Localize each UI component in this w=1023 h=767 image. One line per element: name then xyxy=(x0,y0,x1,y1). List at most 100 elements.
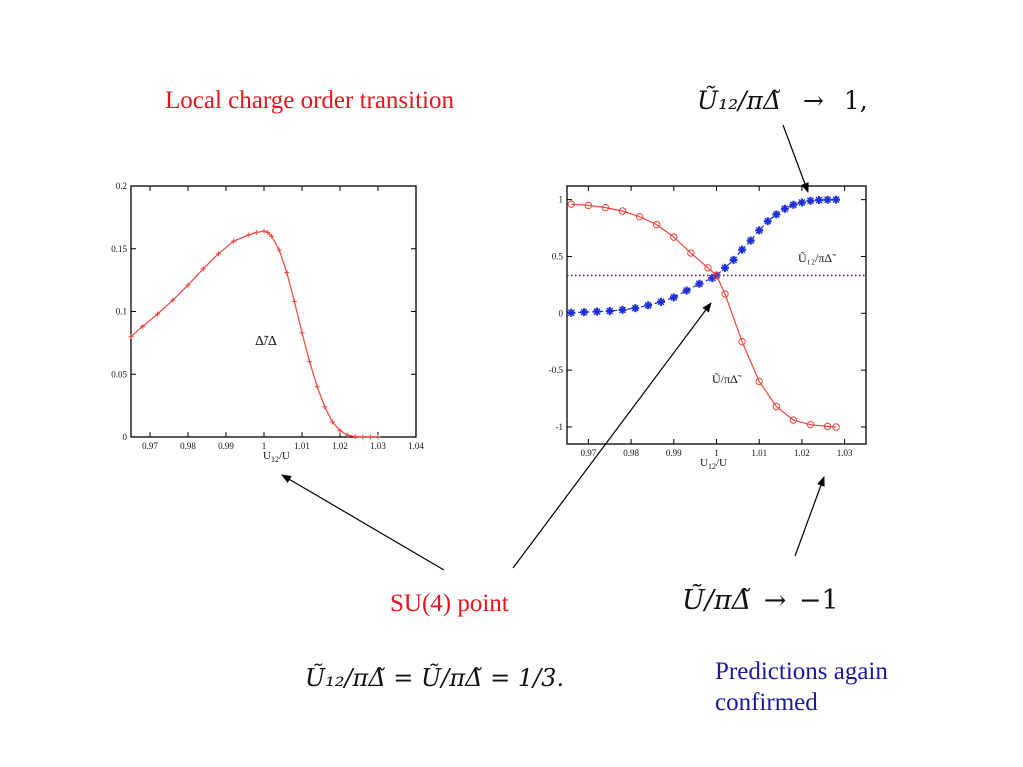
left-point xyxy=(322,404,328,410)
left-point xyxy=(139,324,145,330)
label-su4-point: SU(4) point xyxy=(390,590,509,617)
left-point xyxy=(367,434,373,440)
right-point xyxy=(721,290,729,298)
right-xtick-label: 0.97 xyxy=(580,448,596,458)
left-point xyxy=(215,251,221,257)
right-point xyxy=(738,245,747,254)
title-local-charge-order: Local charge order transition xyxy=(165,87,455,114)
right-plot-frame xyxy=(566,185,867,445)
left-ytick-label: 0 xyxy=(123,432,128,442)
right-ytick-label: 0 xyxy=(559,308,564,318)
arrow-su4-right xyxy=(512,302,712,569)
right-point xyxy=(669,293,678,302)
left-ytick-label: 0.15 xyxy=(111,244,127,254)
left-point xyxy=(185,282,191,288)
text-predictions-confirmed: Predictions again confirmed xyxy=(715,658,888,716)
right-point xyxy=(695,279,704,288)
formula-su4-equation: Ũ₁₂/πΔ̃ = Ũ/πΔ̃ = 1/3. xyxy=(305,664,565,692)
right-point xyxy=(631,304,640,313)
right-point xyxy=(653,220,661,229)
right-point xyxy=(746,236,755,245)
right-ytick-label: 1 xyxy=(559,195,564,205)
left-xtick-label: 0.98 xyxy=(180,441,196,451)
formula-u-limit-lhs: Ũ/πΔ̃ xyxy=(682,585,752,616)
right-xtick-label: 0.99 xyxy=(666,448,682,458)
right-point xyxy=(823,422,832,431)
left-annotation-delta: Δ̃/Δ xyxy=(255,334,277,349)
left-xtick-label: 1.03 xyxy=(370,441,386,451)
right-ytick-label: -0.5 xyxy=(549,365,564,375)
right-point xyxy=(618,305,627,314)
right-point xyxy=(618,207,627,215)
left-point xyxy=(284,270,290,276)
right-xtick-label: 1 xyxy=(714,448,719,458)
left-xtick-label: 0.97 xyxy=(142,441,158,451)
right-point xyxy=(772,210,781,219)
left-ytick-label: 0.2 xyxy=(116,181,127,191)
right-point xyxy=(789,200,798,209)
left-point xyxy=(337,428,343,434)
arrow-u-limit xyxy=(794,476,825,557)
left-point xyxy=(261,228,267,234)
left-point xyxy=(246,232,252,238)
left-xtick-label: 1 xyxy=(262,441,267,451)
right-point xyxy=(755,226,764,235)
right-point xyxy=(567,200,575,208)
right-point xyxy=(682,286,691,295)
right-xtick-label: 1.03 xyxy=(837,448,853,458)
left-point xyxy=(265,229,271,235)
chart-u-ratios: 0.97 0.98 0.99 1 1.01 1.02 1.03 -1 -0.5 0 0.5 1 U12… xyxy=(549,185,867,471)
right-point xyxy=(797,198,806,207)
formula-u-limit-rhs: −1 xyxy=(798,585,839,616)
right-point xyxy=(780,204,789,213)
left-point xyxy=(276,247,282,253)
left-point xyxy=(314,384,320,390)
right-point xyxy=(815,196,824,205)
left-xtick-label: 1.02 xyxy=(332,441,348,451)
right-ytick-label: 0.5 xyxy=(552,251,564,261)
formula-u12-limit-rhs: 1, xyxy=(843,86,868,115)
left-point xyxy=(352,434,358,440)
right-point xyxy=(832,423,840,431)
right-point xyxy=(605,307,614,316)
formula-u12-limit: Ũ₁₂/πΔ̃ → 1, xyxy=(697,86,868,115)
right-point xyxy=(763,217,772,226)
formula-u12-limit-arrow: → xyxy=(802,86,824,115)
right-point xyxy=(704,264,712,272)
right-point xyxy=(789,416,798,424)
arrow-u12-limit xyxy=(782,124,809,193)
formula-u-limit: Ũ/πΔ̃ → −1 xyxy=(682,585,839,616)
left-point xyxy=(253,229,259,235)
formula-u12-limit-lhs: Ũ₁₂/πΔ̃ xyxy=(697,86,782,115)
left-point xyxy=(345,432,351,438)
right-point xyxy=(823,195,832,204)
right-xlabel: U12/U xyxy=(700,457,727,471)
formula-u-limit-arrow: → xyxy=(763,585,787,616)
right-point xyxy=(644,301,653,310)
left-xtick-label: 1.01 xyxy=(294,441,310,451)
left-point xyxy=(231,238,237,244)
right-point xyxy=(806,196,815,205)
right-point xyxy=(592,307,601,316)
arrow-su4-left xyxy=(281,474,445,571)
left-point xyxy=(170,297,176,303)
right-point xyxy=(670,233,678,241)
left-point xyxy=(307,359,313,365)
right-annotation-u: Ũ/πΔ̃ xyxy=(712,372,742,386)
right-point xyxy=(656,297,665,306)
chart-delta-ratio: 0.97 0.98 0.99 1 1.01 1.02 1.03 1.04 0 0.05 0.1 0.1… xyxy=(111,181,424,464)
right-point xyxy=(687,249,695,257)
right-point xyxy=(832,195,841,204)
left-point xyxy=(291,298,297,304)
left-ytick-label: 0.1 xyxy=(116,307,127,317)
left-point xyxy=(155,311,161,317)
left-xtick-label: 0.99 xyxy=(218,441,234,451)
right-point xyxy=(567,308,576,317)
right-point xyxy=(584,201,593,210)
right-point xyxy=(601,203,610,212)
left-point xyxy=(128,334,134,340)
right-point xyxy=(721,263,730,272)
right-annotation-u12: Ũ₁₂/πΔ̃ xyxy=(798,251,836,265)
right-point xyxy=(772,402,780,411)
